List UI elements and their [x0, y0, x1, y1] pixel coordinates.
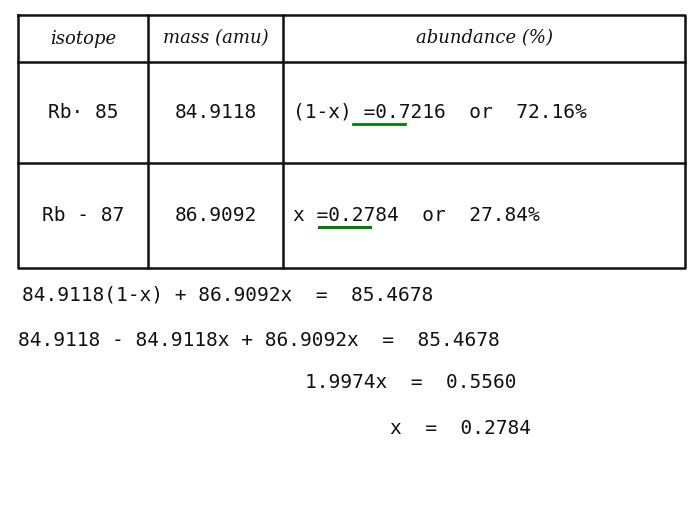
Text: 84.9118: 84.9118 [174, 103, 257, 122]
Text: (1-x) =0.7216  or  72.16%: (1-x) =0.7216 or 72.16% [293, 103, 587, 122]
Text: Rb - 87: Rb - 87 [42, 206, 124, 225]
Text: 84.9118 - 84.9118x + 86.9092x  =  85.4678: 84.9118 - 84.9118x + 86.9092x = 85.4678 [18, 331, 500, 350]
Text: 86.9092: 86.9092 [174, 206, 257, 225]
Text: 1.9974x  =  0.5560: 1.9974x = 0.5560 [305, 373, 517, 393]
Text: x  =  0.2784: x = 0.2784 [390, 418, 531, 437]
Text: Rb· 85: Rb· 85 [48, 103, 118, 122]
Text: isotope: isotope [50, 29, 116, 47]
Text: 84.9118(1-x) + 86.9092x  =  85.4678: 84.9118(1-x) + 86.9092x = 85.4678 [22, 286, 433, 304]
Text: x =0.2784  or  27.84%: x =0.2784 or 27.84% [293, 206, 540, 225]
Text: mass (amu): mass (amu) [162, 29, 268, 47]
Text: abundance (%): abundance (%) [416, 29, 552, 47]
